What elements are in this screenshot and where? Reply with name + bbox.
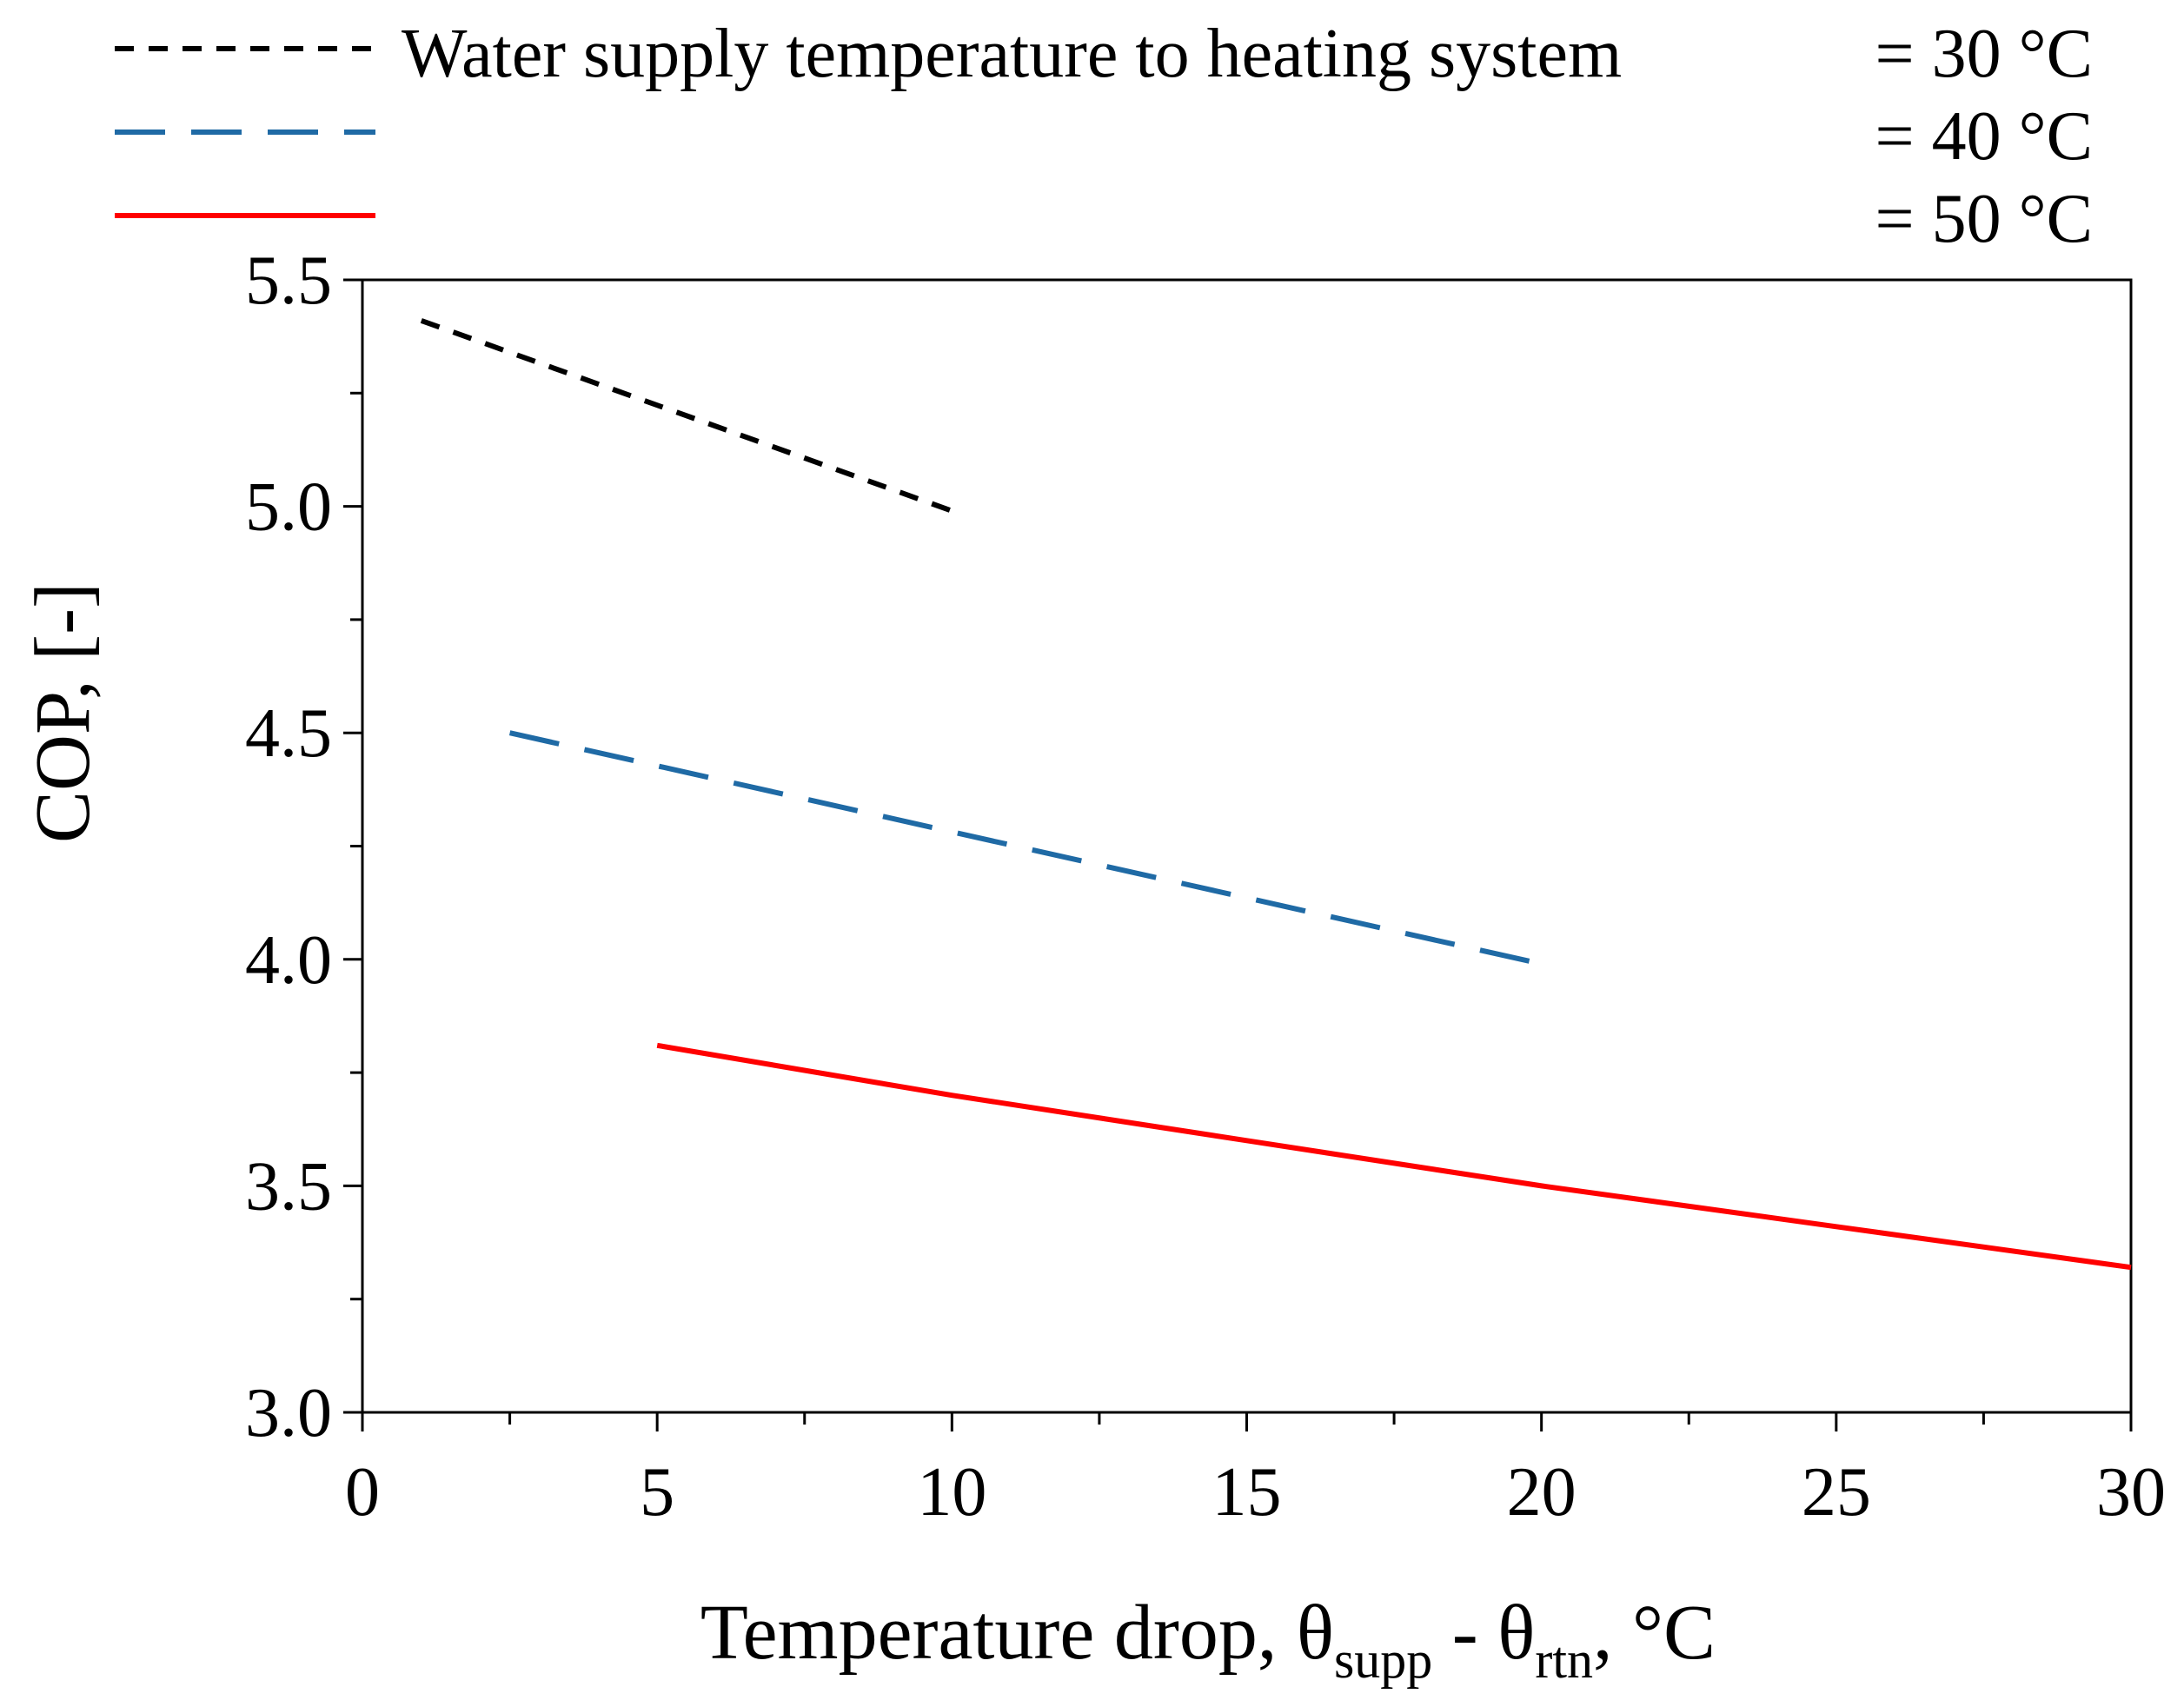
x-tick-label: 5 <box>640 1454 674 1531</box>
x-axis-title-mid: - θ <box>1432 1590 1535 1676</box>
x-tick-label: 0 <box>345 1454 380 1531</box>
y-tick-label: 3.5 <box>245 1148 332 1225</box>
series-line-2 <box>656 1042 2132 1271</box>
x-tick-label: 25 <box>1802 1454 1871 1531</box>
x-axis-title: Temperature drop, θsupp - θrtn, °C <box>700 1590 1716 1689</box>
series-line-0 <box>420 318 953 514</box>
y-tick-label: 4.5 <box>245 695 332 772</box>
x-axis-title-sub-supp: supp <box>1334 1631 1432 1689</box>
series-lines <box>420 318 2132 1271</box>
y-axis-ticks <box>343 278 362 1414</box>
y-tick-label: 5.0 <box>245 469 332 546</box>
y-axis-title: COP, [-] <box>20 582 106 843</box>
legend-label-40c: = 40 °C <box>1875 98 2093 175</box>
series-line-1 <box>508 730 1543 966</box>
plot-area-frame <box>361 278 2133 1414</box>
legend-label-50c: = 50 °C <box>1875 181 2093 257</box>
x-axis-tick-labels: 0 5 10 15 20 25 30 <box>345 1454 2166 1531</box>
legend-label-30c: = 30 °C <box>1875 16 2093 92</box>
legend-title: Water supply temperature to heating syst… <box>402 16 1622 92</box>
x-axis-title-sub-rtn: rtn <box>1535 1631 1593 1689</box>
x-axis-title-suffix: , °C <box>1593 1590 1716 1676</box>
x-tick-label: 15 <box>1212 1454 1282 1531</box>
y-tick-label: 4.0 <box>245 922 332 999</box>
y-tick-label: 3.0 <box>245 1375 332 1451</box>
x-tick-label: 30 <box>2096 1454 2166 1531</box>
x-tick-label: 10 <box>917 1454 986 1531</box>
x-axis-title-prefix: Temperature drop, θ <box>700 1590 1334 1676</box>
legend: Water supply temperature to heating syst… <box>115 16 2093 257</box>
x-tick-label: 20 <box>1507 1454 1577 1531</box>
y-tick-label: 5.5 <box>245 242 332 319</box>
y-axis-tick-labels: 3.0 3.5 4.0 4.5 5.0 5.5 <box>245 242 332 1451</box>
x-axis-ticks <box>361 1412 2133 1431</box>
